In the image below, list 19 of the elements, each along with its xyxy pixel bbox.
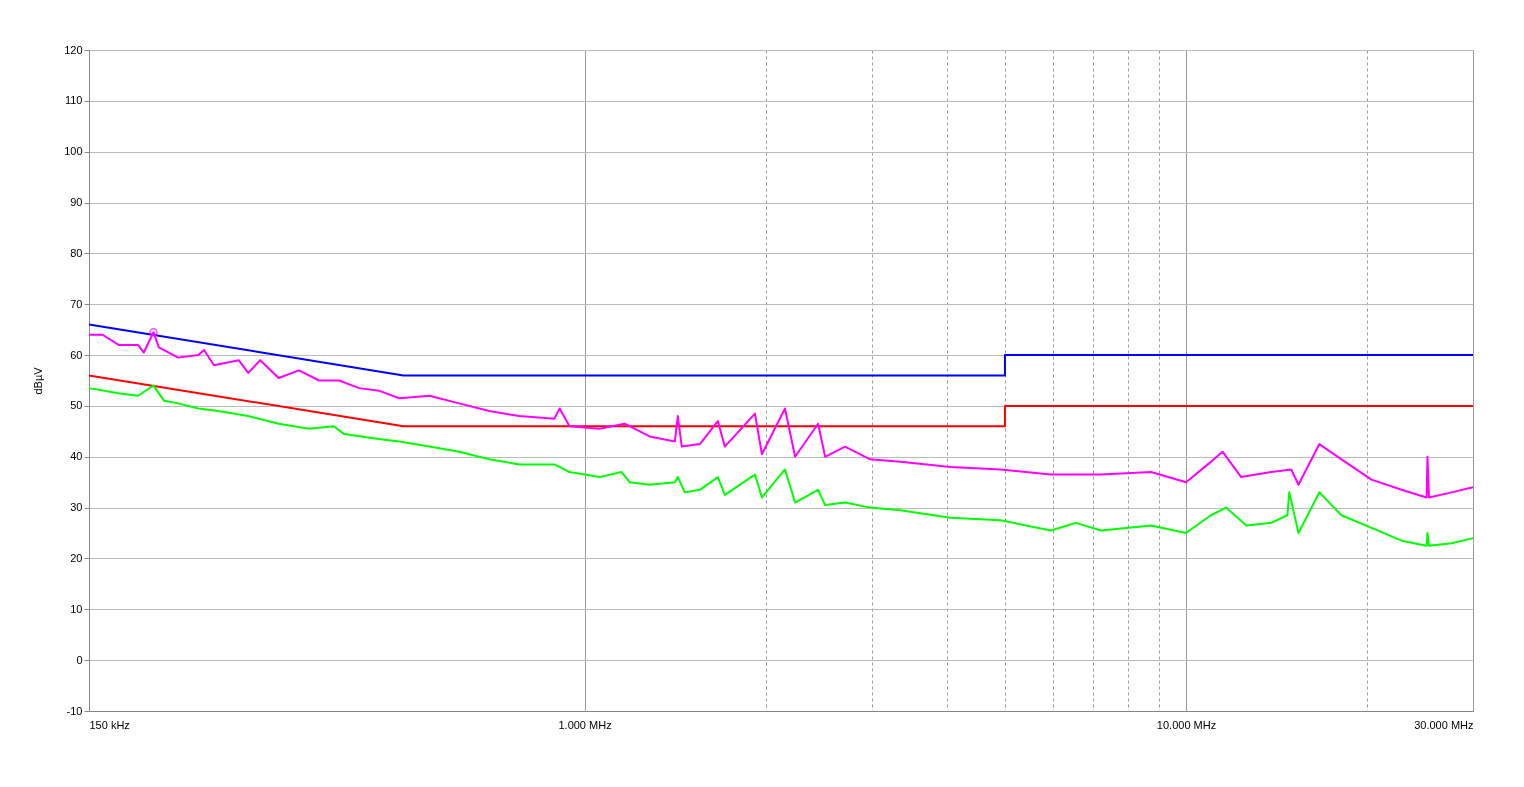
y-tick-label: 10 bbox=[70, 602, 83, 615]
y-tick-label: 80 bbox=[70, 246, 83, 259]
y-tick-label: 20 bbox=[70, 551, 83, 564]
y-tick-label: 90 bbox=[70, 196, 83, 209]
x-tick-label: 30.000 MHz bbox=[1414, 718, 1474, 731]
y-tick-label: 110 bbox=[64, 94, 83, 107]
y-tick-label: -10 bbox=[66, 704, 83, 717]
y-tick-label: 70 bbox=[70, 297, 83, 310]
y-tick-label: 50 bbox=[70, 399, 83, 412]
x-tick-label: 10.000 MHz bbox=[1156, 718, 1217, 731]
y-axis-title: dBµV bbox=[32, 366, 45, 395]
y-tick-label: 120 bbox=[64, 43, 83, 56]
y-tick-label: 30 bbox=[70, 501, 83, 514]
y-tick-label: 40 bbox=[70, 450, 83, 463]
y-tick-label: 60 bbox=[70, 348, 83, 361]
x-tick-label: 1.000 MHz bbox=[558, 718, 612, 731]
y-tick-label: 0 bbox=[76, 653, 83, 666]
y-tick-label: 100 bbox=[64, 145, 83, 158]
x-tick-label: 150 kHz bbox=[89, 718, 130, 731]
